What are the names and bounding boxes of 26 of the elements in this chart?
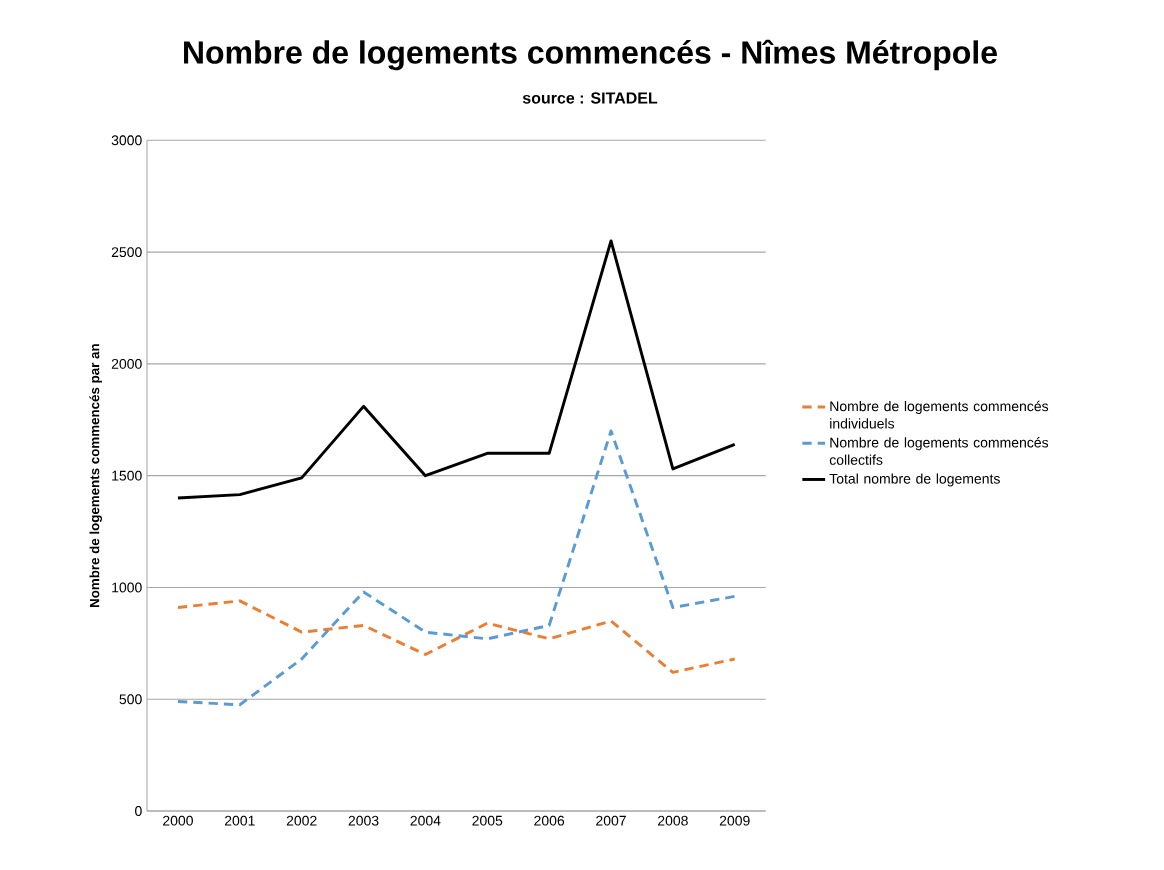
legend-label: Nombre de logements commencés collectifs [829, 437, 1049, 465]
y-tick-label: 1500 [112, 470, 142, 481]
legend-label: Nombre de logements commencés individuels [830, 400, 1049, 429]
x-tick-label: 2001 [224, 815, 255, 826]
x-tick-label: 2009 [719, 815, 750, 826]
legend-label: Total nombre de logements [829, 473, 1000, 487]
x-tick-label: 2008 [658, 815, 688, 826]
line-series [176, 429, 737, 707]
y-axis-title: Nombre de logements commencés par an [89, 344, 102, 608]
x-tick-label: 2004 [410, 815, 441, 826]
y-tick-label: 0 [135, 806, 142, 816]
y-tick-label: 3000 [111, 135, 142, 146]
x-tick-label: 2002 [286, 815, 317, 826]
x-tick-label: 2003 [348, 815, 379, 826]
y-tick-label: 2500 [111, 247, 142, 258]
line-series [176, 599, 737, 674]
chart-title: Nombre de logements commencés - Nîmes Métropole [184, 39, 997, 71]
x-tick-label: 2000 [163, 815, 193, 826]
chart-subtitle: source : SITADEL [522, 92, 658, 104]
x-tick-label: 2006 [534, 815, 565, 826]
x-tick-label: 2005 [472, 815, 503, 826]
y-tick-label: 500 [119, 694, 142, 705]
y-tick-label: 2000 [111, 358, 142, 369]
line-series [176, 239, 737, 500]
x-tick-label: 2007 [596, 815, 626, 826]
y-tick-label: 1000 [112, 582, 142, 593]
